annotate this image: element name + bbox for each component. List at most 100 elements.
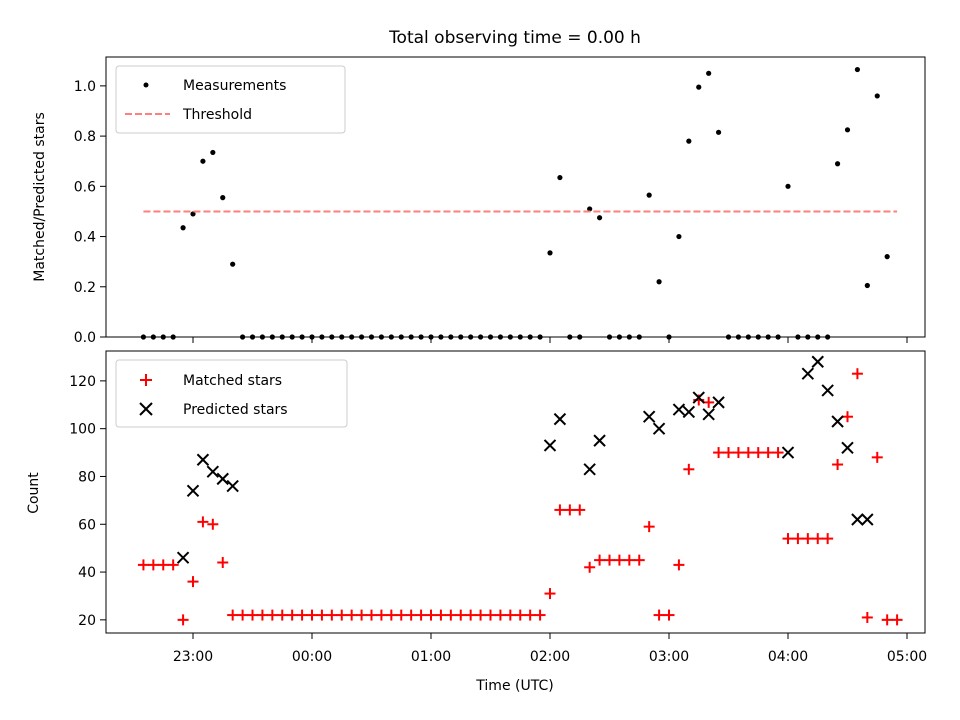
ratio-y-ticks: 0.0 0.2 0.4 0.6 0.8 1.0 bbox=[74, 79, 106, 346]
predicted-point bbox=[801, 367, 815, 380]
measurement-point bbox=[210, 149, 216, 156]
matched-point bbox=[494, 609, 506, 621]
count-marks bbox=[137, 355, 903, 626]
predicted-point bbox=[642, 410, 656, 423]
matched-point bbox=[693, 394, 705, 406]
matched-point bbox=[137, 559, 149, 571]
ratio-y-tick-label: 0.8 bbox=[74, 129, 96, 145]
measurement-point bbox=[230, 261, 236, 267]
measurement-point bbox=[200, 158, 206, 164]
matched-point bbox=[415, 609, 427, 621]
measurement-point bbox=[428, 334, 434, 340]
count-legend-box bbox=[115, 359, 348, 428]
matched-point bbox=[276, 609, 288, 621]
count-y-tick-label: 20 bbox=[78, 613, 96, 629]
ratio-legend-box bbox=[115, 65, 346, 134]
predicted-point bbox=[206, 465, 220, 478]
measurement-point bbox=[468, 334, 474, 340]
predicted-point bbox=[226, 479, 239, 493]
count-panel: 20 40 60 80 100 120 23:00 00:00 01:00 02:00 03:00… bbox=[26, 350, 927, 694]
chart-title: Total observing time = 0.00 h bbox=[388, 28, 641, 48]
count-y-tick-label: 100 bbox=[69, 422, 96, 438]
matched-point bbox=[554, 504, 566, 516]
matched-point bbox=[633, 554, 645, 566]
measurement-point bbox=[339, 334, 345, 340]
measurement-point bbox=[239, 334, 246, 340]
ratio-legend: Measurements Threshold bbox=[115, 65, 346, 134]
predicted-point bbox=[712, 396, 725, 409]
predicted-point bbox=[176, 551, 190, 564]
measurement-point bbox=[815, 334, 821, 340]
predicted-point bbox=[851, 513, 864, 526]
count-x-tick-label: 03:00 bbox=[649, 649, 689, 665]
measurement-point bbox=[358, 334, 365, 340]
matched-point bbox=[167, 559, 179, 571]
matched-point bbox=[752, 447, 764, 459]
measurement-point bbox=[309, 334, 315, 340]
matched-point bbox=[286, 609, 298, 621]
matched-point bbox=[336, 609, 348, 621]
measurement-point bbox=[666, 334, 672, 340]
measurement-point bbox=[180, 225, 186, 231]
predicted-point bbox=[841, 441, 854, 454]
measurement-point bbox=[329, 334, 335, 340]
measurement-point bbox=[745, 334, 751, 340]
matched-point bbox=[623, 554, 635, 566]
matched-point bbox=[504, 609, 516, 621]
predicted-point bbox=[692, 391, 705, 404]
measurement-point bbox=[676, 233, 682, 240]
measurement-point bbox=[834, 161, 841, 167]
measurement-point bbox=[269, 334, 275, 340]
measurement-point bbox=[388, 334, 394, 340]
count-x-tick-label: 01:00 bbox=[411, 649, 451, 665]
matched-point bbox=[326, 609, 338, 621]
count-x-ticks: 23:00 00:00 01:00 02:00 03:00 04:00 05:00 bbox=[173, 633, 927, 665]
ratio-y-axis-label: Matched/Predicted stars bbox=[32, 112, 48, 282]
matched-point bbox=[723, 447, 734, 459]
measurement-point bbox=[844, 127, 851, 133]
matched-point bbox=[187, 576, 199, 588]
predicted-point bbox=[216, 472, 229, 486]
matched-point bbox=[673, 559, 685, 571]
measurement-point bbox=[825, 334, 831, 340]
matched-point bbox=[395, 609, 407, 621]
predicted-point bbox=[781, 446, 795, 459]
predicted-point bbox=[702, 408, 715, 421]
measurement-point bbox=[259, 334, 266, 340]
matched-point bbox=[703, 396, 715, 408]
measurement-point bbox=[725, 334, 732, 340]
measurement-point bbox=[249, 334, 256, 340]
measurement-point bbox=[448, 334, 454, 340]
ratio-marks bbox=[140, 66, 898, 340]
predicted-point bbox=[553, 412, 567, 426]
matched-point bbox=[197, 516, 209, 528]
matched-point bbox=[544, 588, 556, 600]
matched-point bbox=[366, 609, 377, 621]
matched-point bbox=[613, 554, 625, 566]
matched-point bbox=[584, 561, 596, 573]
measurement-point bbox=[795, 334, 801, 340]
ratio-y-tick-label: 1.0 bbox=[74, 79, 96, 95]
legend-matched-marker bbox=[140, 374, 152, 386]
measurement-point bbox=[438, 334, 444, 340]
matched-point bbox=[881, 614, 893, 626]
measurement-point bbox=[755, 334, 761, 340]
measurement-point bbox=[160, 334, 166, 340]
count-y-tick-label: 40 bbox=[78, 565, 96, 581]
predicted-point bbox=[821, 384, 834, 397]
matched-point bbox=[643, 521, 655, 533]
measurement-point bbox=[349, 334, 355, 340]
measurement-point bbox=[775, 334, 781, 340]
count-y-tick-label: 80 bbox=[78, 469, 96, 485]
ratio-y-tick-label: 0.0 bbox=[74, 330, 96, 346]
predicted-point bbox=[861, 513, 874, 526]
matched-point bbox=[663, 609, 675, 621]
matched-point bbox=[346, 609, 358, 621]
measurement-point bbox=[706, 70, 712, 76]
matched-point bbox=[385, 609, 397, 621]
predicted-point bbox=[811, 355, 824, 368]
legend-matched-label: Matched stars bbox=[183, 373, 282, 389]
count-x-tick-label: 00:00 bbox=[292, 649, 332, 665]
measurement-point bbox=[735, 334, 742, 340]
predicted-point bbox=[196, 453, 210, 466]
